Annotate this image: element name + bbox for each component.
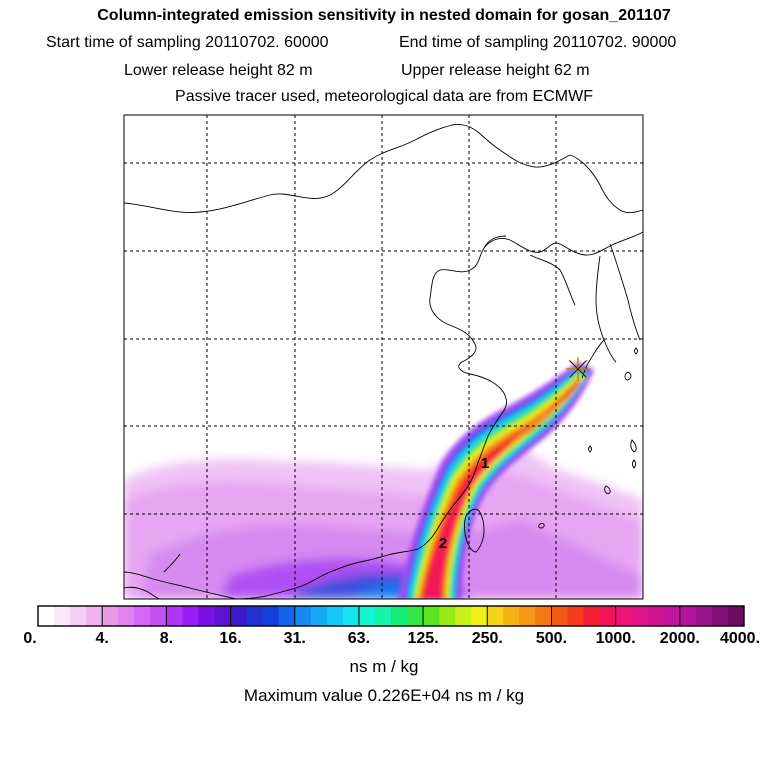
colorbar-swatch <box>519 606 536 626</box>
plot-title: Column-integrated emission sensitivity i… <box>97 7 671 24</box>
colorbar-swatch <box>246 606 264 626</box>
colorbar-swatch <box>54 606 71 626</box>
colorbar-swatch <box>551 606 568 626</box>
colorbar-swatch <box>134 606 151 626</box>
trajectory-label-2: 2 <box>439 535 447 552</box>
colorbar-tick-label: 63. <box>347 630 371 647</box>
colorbar-swatch <box>599 606 617 626</box>
colorbar-tick-label: 500. <box>535 630 568 647</box>
colorbar-swatch <box>583 606 600 626</box>
lower-release-text: Lower release height 82 m <box>124 62 313 79</box>
colorbar-tick-label: 16. <box>219 630 242 647</box>
coastlines <box>124 123 643 599</box>
colorbar-swatch <box>471 606 488 626</box>
colorbar-swatch <box>230 606 247 626</box>
colorbar-swatch <box>166 606 183 626</box>
start-time-text: Start time of sampling 20110702. 60000 <box>46 34 329 51</box>
sensitivity-field <box>124 123 643 599</box>
colorbar-swatch <box>198 606 215 626</box>
colorbar-swatch <box>567 606 584 626</box>
colorbar-swatch <box>487 606 504 626</box>
colorbar-unit: ns m / kg <box>349 657 419 676</box>
colorbar-swatch <box>439 606 456 626</box>
colorbar-frame <box>37 605 745 627</box>
colorbar-tick-label: 125. <box>407 630 439 647</box>
colorbar-swatch <box>102 606 119 626</box>
colorbar-swatch <box>647 606 665 626</box>
release-site-marker <box>569 360 587 378</box>
colorbar-swatch <box>262 606 280 626</box>
colorbar-swatch <box>455 606 472 626</box>
colorbar-swatch <box>294 606 312 626</box>
colorbar-tick-label: 31. <box>283 630 306 647</box>
colorbar-swatch <box>86 606 103 626</box>
colorbar-swatch <box>679 606 697 626</box>
colorbar-swatch <box>374 606 392 626</box>
colorbar-swatch <box>118 606 135 626</box>
colorbar-tick-label: 0. <box>23 630 37 647</box>
colorbar-swatch <box>535 606 552 626</box>
colorbar-tick-label: 8. <box>159 630 174 647</box>
maximum-value-text: Maximum value 0.226E+04 ns m / kg <box>243 686 525 705</box>
colorbar-swatch <box>214 606 231 626</box>
colorbar-swatch <box>615 606 633 626</box>
colorbar-tick-label: 1000. <box>595 630 636 647</box>
colorbar-swatch <box>310 606 328 626</box>
colorbar-swatch <box>503 606 520 626</box>
colorbar-swatch <box>150 606 167 626</box>
colorbar-tick-label: 4. <box>95 630 109 647</box>
colorbar-swatch <box>663 606 681 626</box>
colorbar-swatch <box>358 606 376 626</box>
colorbar-swatch <box>711 606 729 626</box>
colorbar-swatch <box>727 606 745 626</box>
colorbar-swatch <box>342 606 360 626</box>
end-time-text: End time of sampling 20110702. 90000 <box>399 34 677 51</box>
colorbar-swatch <box>70 606 87 626</box>
tracer-note: Passive tracer used, meteorological data… <box>175 88 593 105</box>
colorbar-swatch <box>278 606 296 626</box>
colorbar-swatch <box>631 606 649 626</box>
trajectory-label-1: 1 <box>481 455 489 472</box>
colorbar-swatch <box>38 606 55 626</box>
upper-release-text: Upper release height 62 m <box>401 62 590 79</box>
colorbar-swatch <box>182 606 199 626</box>
colorbar-swatch <box>695 606 713 626</box>
map-frame <box>123 114 644 600</box>
colorbar <box>37 605 745 627</box>
low-sensitivity-region <box>124 437 643 599</box>
colorbar-tick-label: 2000. <box>659 630 700 647</box>
colorbar-swatch <box>326 606 344 626</box>
colorbar-swatch <box>423 606 440 626</box>
colorbar-tick-label: 4000. <box>719 630 761 647</box>
map-grid <box>124 115 643 599</box>
colorbar-swatch <box>407 606 424 626</box>
plume-band <box>398 362 594 599</box>
colorbar-swatch <box>391 606 408 626</box>
colorbar-tick-label: 250. <box>471 630 503 647</box>
